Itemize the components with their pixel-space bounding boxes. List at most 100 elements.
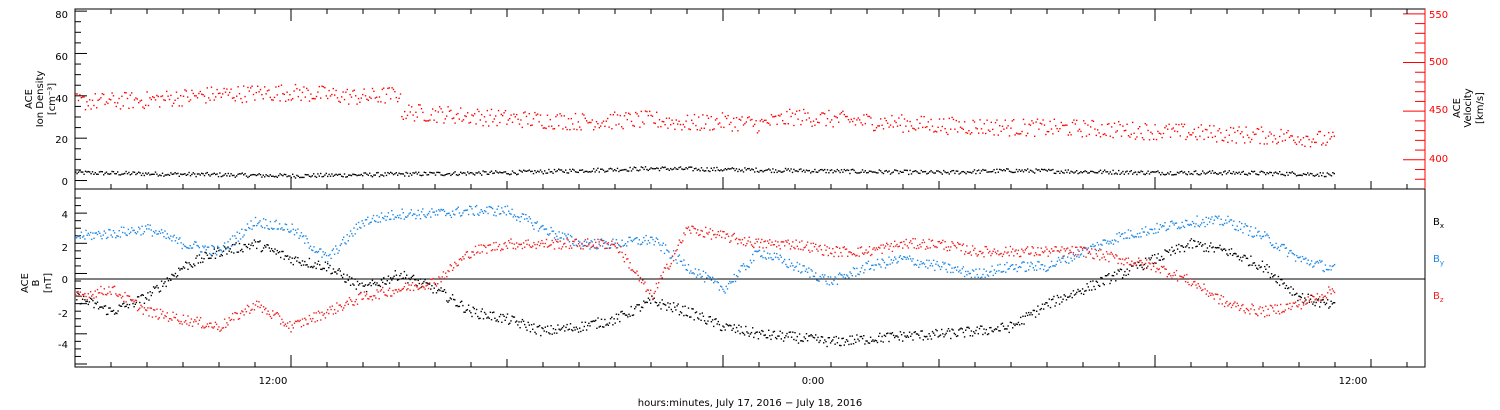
velocity-point (213, 99, 215, 101)
density-point (384, 172, 386, 174)
by-point (569, 234, 572, 237)
density-point (409, 172, 411, 175)
density-point (514, 172, 516, 174)
bx-point (1302, 302, 1305, 304)
by-point (974, 276, 976, 278)
bx-point (276, 249, 278, 252)
velocity-point (93, 104, 95, 107)
by-point (392, 214, 394, 216)
bz-point (509, 242, 511, 244)
bx-point (563, 325, 565, 327)
by-point (1062, 257, 1064, 259)
velocity-point (623, 115, 626, 117)
density-point (460, 171, 462, 173)
density-point (1273, 172, 1275, 174)
velocity-point (579, 126, 581, 128)
density-point (1039, 170, 1041, 173)
bx-point (1007, 325, 1009, 327)
by-point (100, 235, 102, 237)
velocity-point (147, 104, 150, 107)
bx-point (1111, 274, 1113, 277)
density-point (1050, 169, 1053, 171)
bx-point (1069, 295, 1071, 297)
bz-point (765, 246, 768, 249)
by-point (1244, 223, 1246, 225)
bx-point (967, 326, 969, 328)
velocity-point (257, 85, 259, 87)
density-point (593, 168, 595, 170)
bx-point (1171, 246, 1173, 249)
by-point (922, 262, 924, 264)
by-point (1324, 264, 1327, 266)
bz-point (729, 241, 731, 243)
density-point (761, 169, 763, 172)
bz-point (276, 311, 278, 314)
velocity-point (1098, 132, 1100, 134)
density-point (191, 173, 193, 176)
density-point (997, 171, 999, 173)
velocity-point (572, 123, 574, 125)
density-point (114, 173, 116, 175)
bz-point (532, 245, 534, 247)
velocity-point (282, 93, 284, 95)
bx-point (1292, 288, 1294, 290)
bx-point (1293, 294, 1296, 296)
by-point (689, 272, 691, 274)
by-point (336, 248, 338, 250)
bx-point (977, 333, 979, 335)
by-point (1079, 254, 1081, 256)
velocity-point (948, 117, 950, 120)
velocity-point (495, 115, 497, 117)
by-point (176, 242, 179, 244)
velocity-point (84, 109, 87, 111)
velocity-point (83, 96, 85, 98)
by-point (221, 251, 223, 253)
density-point (766, 169, 768, 171)
velocity-point (1248, 136, 1250, 139)
bx-point (894, 336, 896, 339)
density-point (1120, 172, 1123, 174)
velocity-point (635, 111, 637, 114)
velocity-point (178, 105, 180, 107)
by-point (1211, 216, 1213, 218)
velocity-point (1269, 131, 1271, 133)
velocity-point (1284, 139, 1286, 141)
velocity-point (164, 99, 166, 102)
bz-point (343, 307, 345, 309)
by-point (496, 208, 498, 210)
velocity-point (706, 114, 708, 117)
bx-point (1190, 238, 1193, 240)
bx-point (1013, 323, 1015, 325)
bx-point (1157, 253, 1159, 255)
velocity-point (1080, 130, 1082, 133)
bz-point (815, 243, 817, 246)
bz-point (309, 318, 312, 320)
by-point (879, 264, 881, 266)
bz-point (488, 244, 490, 246)
by-point (1021, 262, 1023, 264)
density-point (419, 174, 421, 176)
by-point (485, 210, 487, 213)
bx-point (1280, 278, 1282, 281)
bx-point (140, 294, 142, 297)
bx-point (1107, 274, 1109, 276)
bz-point (935, 245, 937, 248)
bx-point (430, 288, 432, 290)
by-point (398, 217, 400, 219)
velocity-point (404, 110, 406, 113)
density-point (136, 172, 138, 175)
by-point (133, 229, 135, 232)
by-point (79, 237, 81, 239)
by-point (1071, 260, 1073, 262)
by-point (605, 241, 607, 243)
density-point (1043, 168, 1046, 171)
velocity-point (971, 132, 973, 134)
density-point (787, 168, 789, 170)
bz-point (312, 317, 314, 320)
by-point (372, 214, 375, 217)
velocity-point (306, 87, 308, 90)
bz-point (491, 249, 494, 251)
by-point (503, 212, 505, 214)
bz-point (756, 241, 758, 243)
bx-point (1148, 257, 1150, 259)
